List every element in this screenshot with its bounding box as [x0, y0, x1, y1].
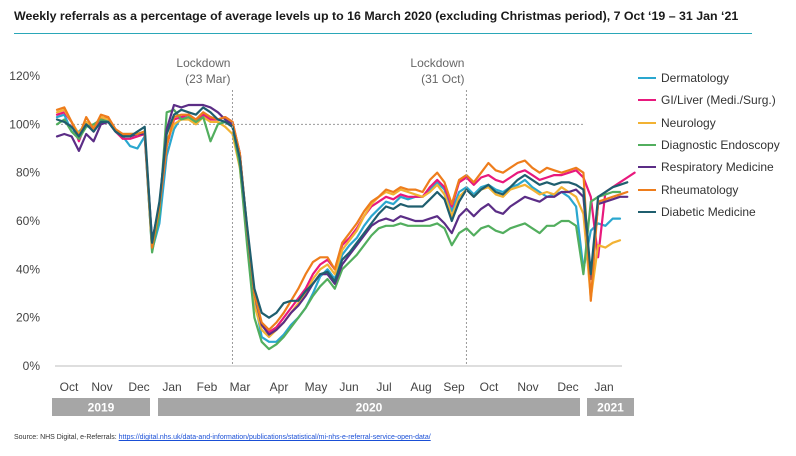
legend-swatch — [638, 188, 656, 191]
legend-swatch — [638, 121, 656, 124]
legend-swatch — [638, 210, 656, 213]
chart-title: Weekly referrals as a percentage of aver… — [14, 9, 739, 23]
series-line-diabetic-medicine — [55, 106, 629, 319]
x-tick-label: Jan — [594, 380, 613, 394]
x-tick-label: Jun — [339, 380, 358, 394]
series-line-diagnostic-endoscopy — [55, 108, 622, 351]
y-tick-label: 40% — [16, 262, 40, 276]
x-tick-label: Oct — [60, 380, 79, 394]
series-line-rheumatology — [55, 106, 629, 331]
legend-label: Respiratory Medicine — [661, 160, 774, 175]
title-rule — [14, 33, 752, 34]
chart-annotations: Lockdown (23 Mar) Lockdown (31 Oct) — [176, 56, 467, 366]
lockdown-label: Lockdown — [176, 56, 230, 70]
chart-series — [55, 103, 636, 351]
legend-label: GI/Liver (Medi./Surg.) — [661, 93, 776, 108]
legend-item: Diabetic Medicine — [638, 201, 780, 223]
x-tick-label: Apr — [270, 380, 289, 394]
x-tick-label: Jan — [162, 380, 181, 394]
year-bar — [587, 398, 634, 416]
x-tick-label: Mar — [230, 380, 251, 394]
year-label: 2019 — [88, 401, 115, 415]
x-tick-label: Jul — [376, 380, 391, 394]
legend-item: Rheumatology — [638, 178, 780, 200]
year-label: 2021 — [597, 401, 624, 415]
line-chart: 0% 20% 40% 60% 80% 100% 120% Oct Nov Dec Jan Feb Mar… — [9, 56, 636, 416]
x-tick-label: May — [305, 380, 328, 394]
y-tick-label: 80% — [16, 166, 40, 180]
x-tick-label: Feb — [197, 380, 218, 394]
x-tick-label: Nov — [517, 380, 538, 394]
legend-swatch — [638, 99, 656, 102]
x-tick-label: Aug — [410, 380, 431, 394]
lockdown-label: Lockdown — [410, 56, 464, 70]
legend-item: Respiratory Medicine — [638, 156, 780, 178]
legend-item: Dermatology — [638, 67, 780, 89]
x-tick-label: Dec — [557, 380, 578, 394]
legend-swatch — [638, 166, 656, 169]
x-tick-label: Oct — [480, 380, 499, 394]
source-note: Source: NHS Digital, e-Referrals: https:… — [14, 434, 431, 441]
chart-axes: 0% 20% 40% 60% 80% 100% 120% Oct Nov Dec Jan Feb Mar… — [9, 69, 634, 416]
y-tick-label: 0% — [23, 359, 41, 373]
legend-item: Neurology — [638, 112, 780, 134]
year-bar — [158, 398, 580, 416]
year-bar — [52, 398, 150, 416]
series-line-dermatology — [55, 113, 622, 343]
lockdown-date-label: (31 Oct) — [421, 72, 464, 86]
legend-item: Diagnostic Endoscopy — [638, 134, 780, 156]
x-tick-label: Sep — [443, 380, 465, 394]
legend-swatch — [638, 144, 656, 147]
legend-item: GI/Liver (Medi./Surg.) — [638, 89, 780, 111]
y-tick-label: 120% — [9, 69, 40, 83]
legend-label: Diagnostic Endoscopy — [661, 138, 780, 153]
source-prefix: Source: NHS Digital, e-Referrals: — [14, 434, 119, 441]
legend-label: Neurology — [661, 115, 716, 130]
y-tick-label: 60% — [16, 214, 40, 228]
year-label: 2020 — [356, 401, 383, 415]
source-link[interactable]: https://digital.nhs.uk/data-and-informat… — [118, 434, 431, 441]
legend-label: Diabetic Medicine — [661, 204, 756, 219]
x-tick-label: Dec — [128, 380, 149, 394]
legend-swatch — [638, 77, 656, 80]
y-tick-label: 20% — [16, 311, 40, 325]
x-tick-label: Nov — [91, 380, 112, 394]
y-tick-label: 100% — [9, 117, 40, 131]
legend-label: Dermatology — [661, 71, 730, 86]
legend-label: Rheumatology — [661, 182, 739, 197]
series-line-gi-liver-medi-surg — [55, 111, 636, 334]
lockdown-date-label: (23 Mar) — [185, 72, 230, 86]
chart-legend: Dermatology GI/Liver (Medi./Surg.) Neurolo… — [638, 67, 780, 223]
